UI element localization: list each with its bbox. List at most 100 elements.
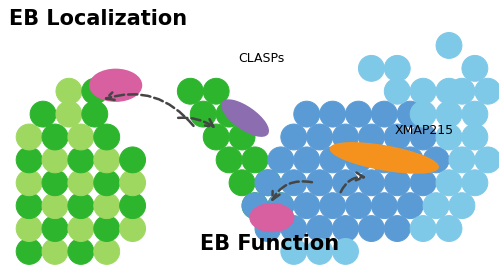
Circle shape	[120, 147, 146, 173]
Circle shape	[42, 193, 68, 219]
Circle shape	[320, 193, 345, 219]
Circle shape	[332, 216, 358, 242]
Circle shape	[306, 216, 332, 242]
Circle shape	[306, 170, 332, 196]
Circle shape	[178, 78, 203, 104]
Circle shape	[410, 216, 436, 242]
Circle shape	[30, 101, 56, 127]
Circle shape	[203, 78, 229, 104]
Circle shape	[255, 216, 281, 242]
Circle shape	[56, 78, 82, 104]
Circle shape	[358, 216, 384, 242]
Circle shape	[94, 124, 120, 150]
Circle shape	[94, 216, 120, 242]
Circle shape	[306, 238, 332, 264]
Circle shape	[462, 124, 488, 150]
Circle shape	[332, 238, 358, 264]
Circle shape	[436, 33, 462, 59]
Circle shape	[281, 124, 306, 150]
Circle shape	[294, 147, 320, 173]
Circle shape	[268, 193, 294, 219]
Circle shape	[229, 124, 255, 150]
Circle shape	[255, 170, 281, 196]
Circle shape	[42, 124, 68, 150]
Circle shape	[384, 124, 410, 150]
Circle shape	[384, 78, 410, 104]
Circle shape	[436, 101, 462, 127]
Circle shape	[190, 101, 216, 127]
Circle shape	[268, 193, 294, 219]
Circle shape	[320, 101, 345, 127]
Circle shape	[268, 147, 294, 173]
Circle shape	[68, 124, 94, 150]
Circle shape	[42, 147, 68, 173]
Circle shape	[216, 147, 242, 173]
Circle shape	[410, 170, 436, 196]
Circle shape	[68, 238, 94, 264]
Circle shape	[281, 216, 306, 242]
Circle shape	[436, 124, 462, 150]
Circle shape	[16, 216, 42, 242]
Circle shape	[332, 124, 358, 150]
Circle shape	[449, 193, 475, 219]
Circle shape	[16, 238, 42, 264]
Circle shape	[449, 147, 475, 173]
Circle shape	[203, 124, 229, 150]
Ellipse shape	[250, 204, 294, 232]
Circle shape	[372, 193, 398, 219]
Circle shape	[410, 124, 436, 150]
Circle shape	[82, 78, 108, 104]
Text: CLASPs: CLASPs	[238, 52, 284, 65]
Circle shape	[68, 193, 94, 219]
Circle shape	[42, 238, 68, 264]
Circle shape	[229, 170, 255, 196]
Circle shape	[410, 101, 436, 127]
Text: EB Function: EB Function	[200, 234, 340, 254]
Circle shape	[358, 55, 384, 81]
Circle shape	[42, 170, 68, 196]
Circle shape	[346, 147, 372, 173]
Circle shape	[384, 55, 410, 81]
Circle shape	[475, 147, 500, 173]
Circle shape	[372, 147, 398, 173]
Ellipse shape	[222, 100, 268, 136]
Circle shape	[294, 101, 320, 127]
Text: EB Localization: EB Localization	[9, 9, 188, 29]
Circle shape	[16, 170, 42, 196]
Circle shape	[332, 170, 358, 196]
Circle shape	[398, 193, 423, 219]
Circle shape	[372, 101, 398, 127]
Circle shape	[462, 55, 488, 81]
Circle shape	[436, 170, 462, 196]
Circle shape	[68, 170, 94, 196]
Circle shape	[216, 101, 242, 127]
Circle shape	[120, 216, 146, 242]
Circle shape	[42, 216, 68, 242]
Circle shape	[16, 147, 42, 173]
Circle shape	[94, 193, 120, 219]
Circle shape	[462, 101, 488, 127]
Circle shape	[94, 238, 120, 264]
Ellipse shape	[330, 143, 438, 173]
Circle shape	[16, 124, 42, 150]
Circle shape	[120, 170, 146, 196]
Ellipse shape	[90, 69, 142, 101]
Circle shape	[16, 193, 42, 219]
Circle shape	[358, 170, 384, 196]
Circle shape	[410, 78, 436, 104]
Circle shape	[346, 101, 372, 127]
Circle shape	[346, 193, 372, 219]
Circle shape	[68, 147, 94, 173]
Circle shape	[475, 78, 500, 104]
Circle shape	[306, 124, 332, 150]
Circle shape	[436, 78, 462, 104]
Circle shape	[423, 147, 449, 173]
Circle shape	[242, 147, 268, 173]
Circle shape	[281, 170, 306, 196]
Circle shape	[398, 101, 423, 127]
Circle shape	[56, 101, 82, 127]
Circle shape	[82, 101, 108, 127]
Circle shape	[436, 216, 462, 242]
Circle shape	[242, 193, 268, 219]
Circle shape	[294, 193, 320, 219]
